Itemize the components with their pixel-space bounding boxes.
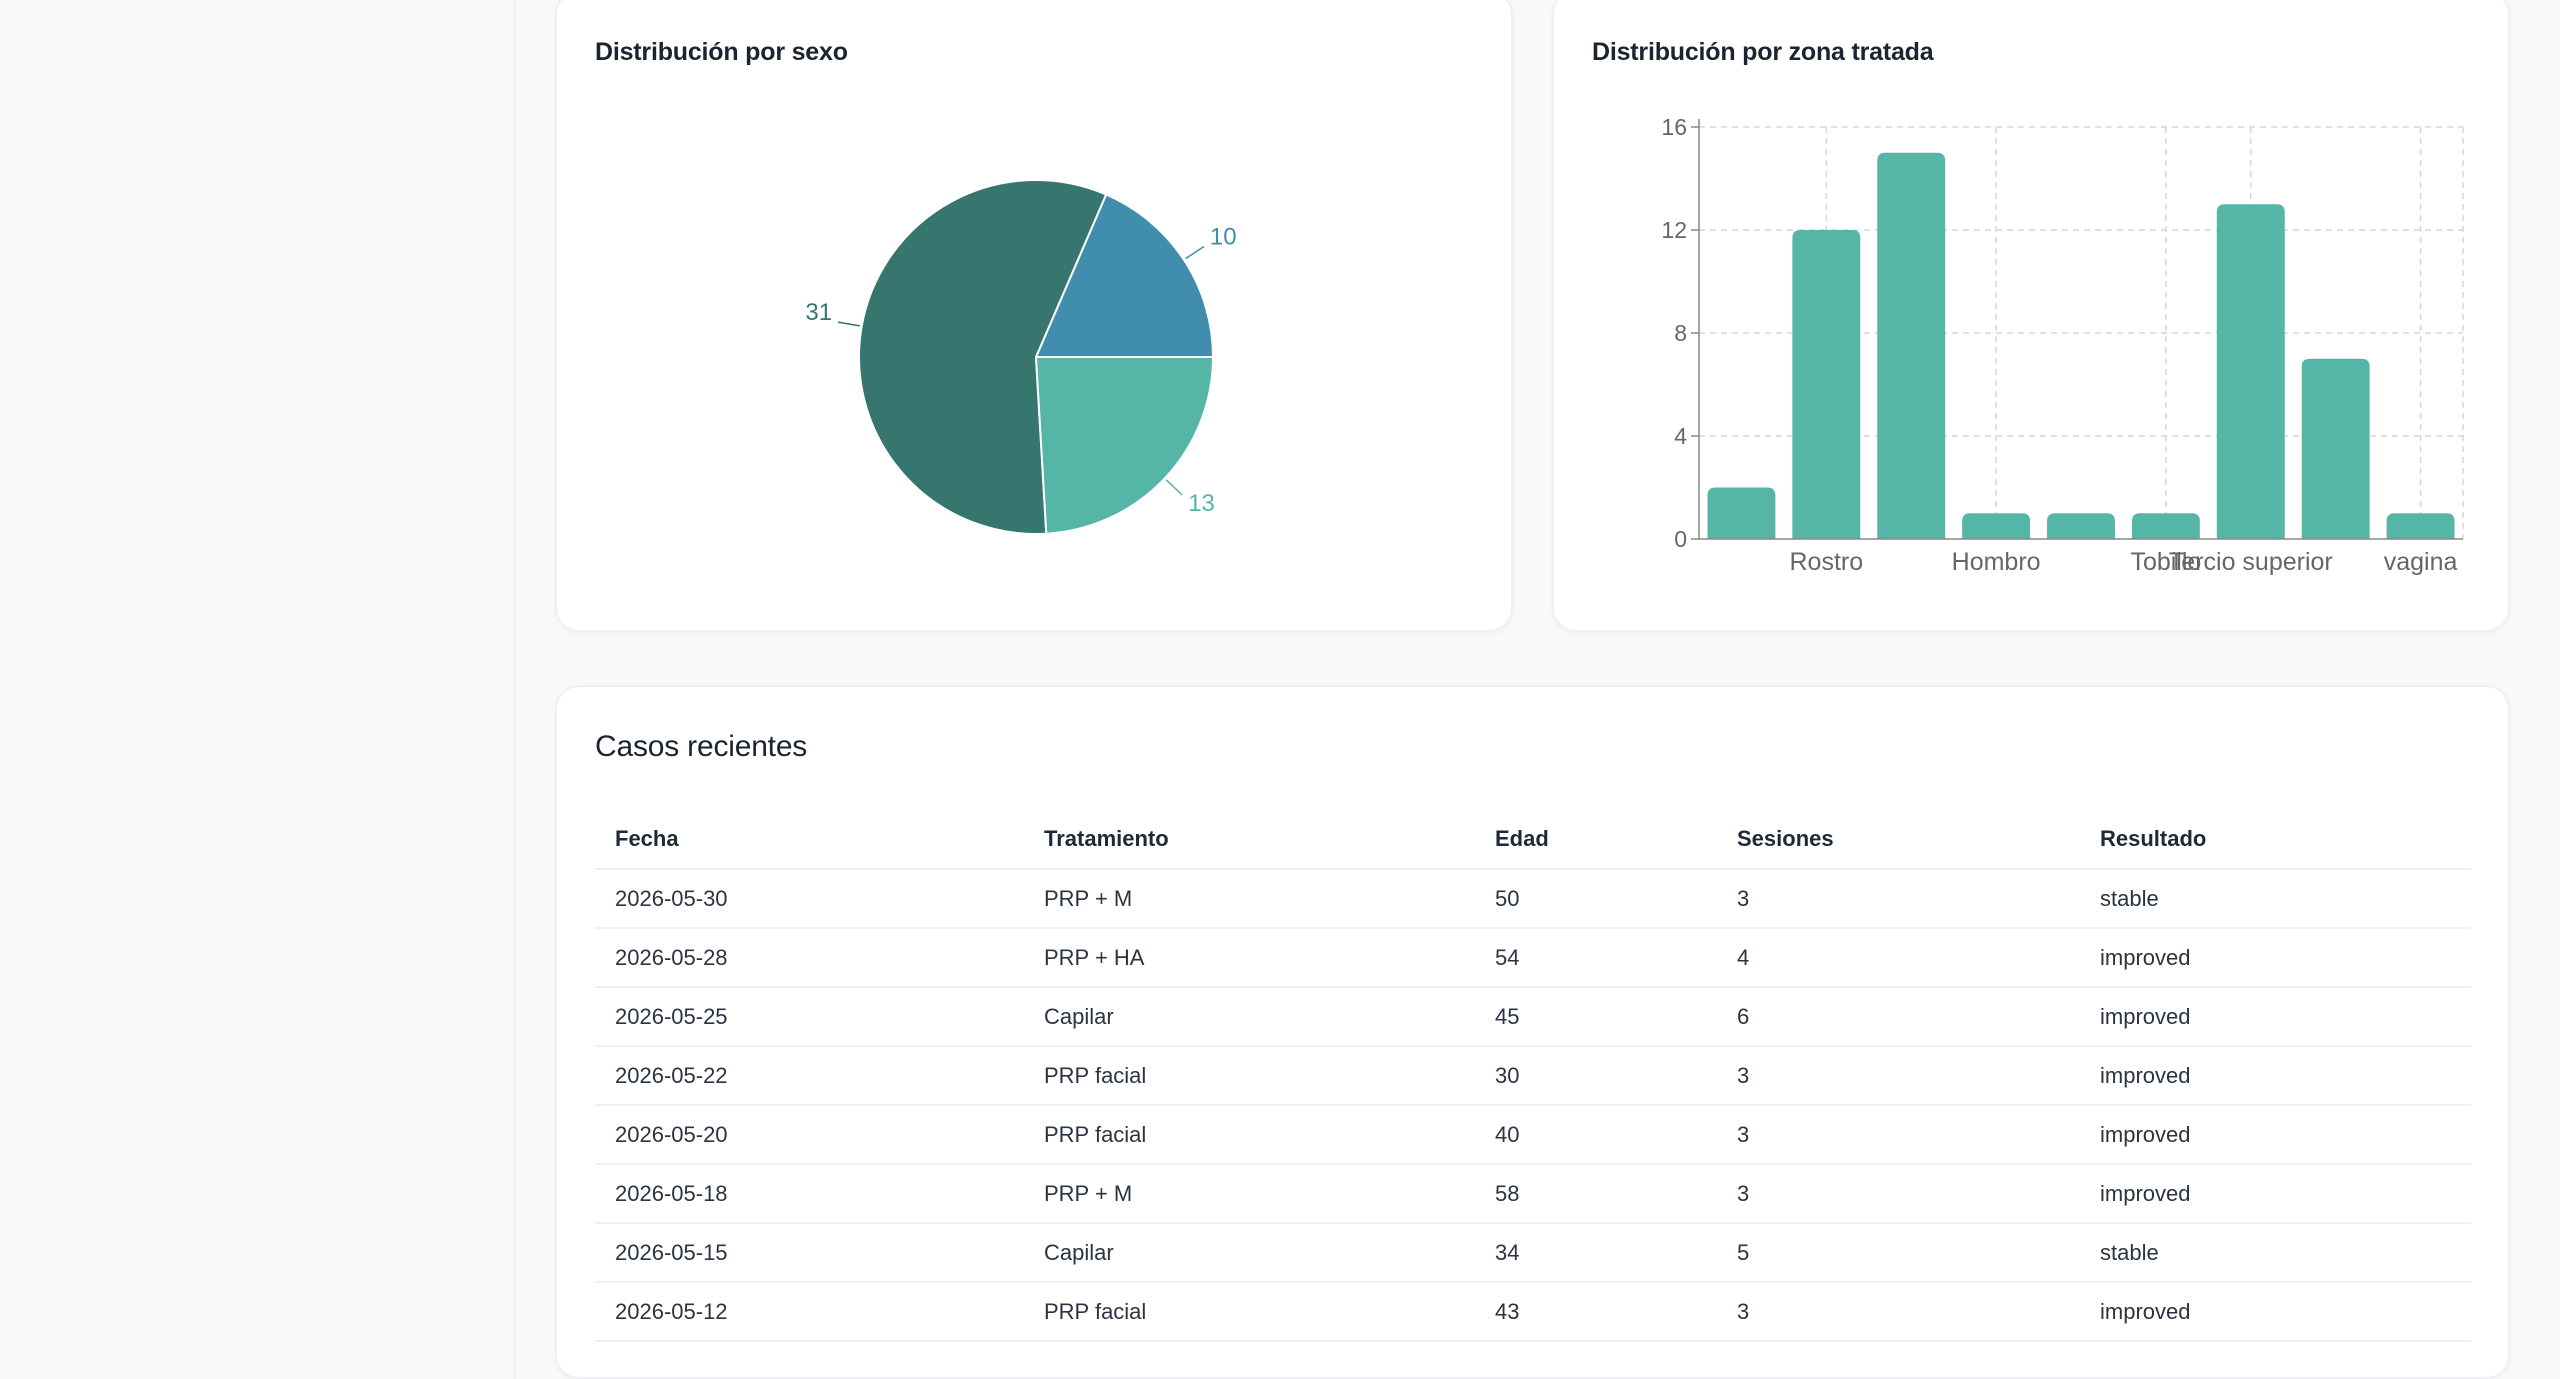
bar[interactable] xyxy=(1792,230,1861,539)
pie-slice[interactable] xyxy=(858,179,1108,535)
casos-recientes-card: Casos recientes Fecha Tratamiento Edad S… xyxy=(555,685,2510,1379)
cell-sesiones: 3 xyxy=(1717,869,2080,929)
sidebar xyxy=(0,0,516,1379)
y-tick-label: 0 xyxy=(1674,526,1687,552)
pie-slice[interactable] xyxy=(1034,356,1215,535)
x-tick-label: Rostro xyxy=(1790,548,1864,576)
bar[interactable] xyxy=(1962,513,2031,539)
cell-resultado: improved xyxy=(2080,1046,2471,1106)
cell-fecha: 2026-05-30 xyxy=(595,869,1024,929)
cell-resultado: improved xyxy=(2080,1105,2471,1165)
cell-fecha: 2026-05-22 xyxy=(595,1046,1024,1106)
cell-fecha: 2026-05-25 xyxy=(595,987,1024,1047)
cell-tratamiento: PRP + M xyxy=(1024,869,1475,929)
sexo-pie-chart: 10 31 13 xyxy=(805,179,1237,535)
cell-tratamiento: PRP + M xyxy=(1024,1164,1475,1224)
cell-sesiones: 5 xyxy=(1717,1223,2080,1283)
table-row[interactable]: 2026-05-12 PRP facial 43 3 improved xyxy=(595,1282,2471,1342)
cell-edad: 40 xyxy=(1475,1105,1717,1165)
table-row[interactable]: 2026-05-18 PRP + M 58 3 improved xyxy=(595,1164,2471,1224)
cell-tratamiento: PRP facial xyxy=(1024,1282,1475,1342)
cell-sesiones: 3 xyxy=(1717,1164,2080,1224)
table-row[interactable]: 2026-05-28 PRP + HA 54 4 improved xyxy=(595,928,2471,988)
cell-tratamiento: PRP facial xyxy=(1024,1105,1475,1165)
casos-recientes-title: Casos recientes xyxy=(595,730,808,763)
sexo-chart-card: Distribución por sexo 10 31 13 xyxy=(555,0,1513,632)
bar[interactable] xyxy=(2301,358,2370,539)
zona-chart-card: Distribución por zona tratada 0 4 8 12 16 Ros… xyxy=(1552,0,2510,632)
cell-fecha: 2026-05-15 xyxy=(595,1223,1024,1283)
casos-table: Fecha Tratamiento Edad Sesiones Resultad… xyxy=(595,810,2471,1342)
pie-data-label: 13 xyxy=(1188,490,1215,517)
header-sesiones[interactable]: Sesiones xyxy=(1717,810,2080,870)
cell-fecha: 2026-05-20 xyxy=(595,1105,1024,1165)
table-row[interactable]: 2026-05-15 Capilar 34 5 stable xyxy=(595,1223,2471,1283)
bar[interactable] xyxy=(2131,513,2200,539)
pie-label-line xyxy=(837,321,860,327)
pie-data-label: 10 xyxy=(1210,224,1237,251)
x-tick-label: Tobillo xyxy=(2130,548,2201,576)
cell-tratamiento: Capilar xyxy=(1024,1223,1475,1283)
pie-label-line xyxy=(1185,245,1205,260)
cell-edad: 43 xyxy=(1475,1282,1717,1342)
bar[interactable] xyxy=(2047,513,2115,539)
cell-fecha: 2026-05-12 xyxy=(595,1282,1024,1342)
bar[interactable] xyxy=(2216,204,2285,539)
y-tick-label: 12 xyxy=(1661,217,1687,243)
y-tick-label: 16 xyxy=(1661,114,1687,140)
bar[interactable] xyxy=(2386,513,2455,539)
header-resultado[interactable]: Resultado xyxy=(2080,810,2471,870)
zona-chart-title: Distribución por zona tratada xyxy=(1592,38,1934,66)
pie-slice[interactable] xyxy=(1034,193,1215,358)
sexo-chart-title: Distribución por sexo xyxy=(595,38,848,66)
x-tick-label: Tercio superior xyxy=(2169,548,2333,576)
header-fecha[interactable]: Fecha xyxy=(595,810,1024,870)
cell-edad: 45 xyxy=(1475,987,1717,1047)
cell-fecha: 2026-05-28 xyxy=(595,928,1024,988)
table-row[interactable]: 2026-05-20 PRP facial 40 3 improved xyxy=(595,1105,2471,1165)
table-row[interactable]: 2026-05-30 PRP + M 50 3 stable xyxy=(595,869,2471,929)
cell-resultado: improved xyxy=(2080,1282,2471,1342)
x-tick-label: vagina xyxy=(2384,548,2458,576)
cell-sesiones: 3 xyxy=(1717,1282,2080,1342)
cell-fecha: 2026-05-18 xyxy=(595,1164,1024,1224)
pie-data-label: 31 xyxy=(805,299,832,326)
bar[interactable] xyxy=(1707,487,1776,540)
cell-tratamiento: Capilar xyxy=(1024,987,1475,1047)
cell-resultado: stable xyxy=(2080,869,2471,929)
cell-edad: 54 xyxy=(1475,928,1717,988)
pie-label-line xyxy=(1165,479,1183,496)
table-row[interactable]: 2026-05-22 PRP facial 30 3 improved xyxy=(595,1046,2471,1106)
cell-edad: 30 xyxy=(1475,1046,1717,1106)
header-tratamiento[interactable]: Tratamiento xyxy=(1024,810,1475,870)
cell-sesiones: 3 xyxy=(1717,1046,2080,1106)
table-row[interactable]: 2026-05-25 Capilar 45 6 improved xyxy=(595,987,2471,1047)
y-tick-label: 4 xyxy=(1674,423,1687,449)
table-header-row: Fecha Tratamiento Edad Sesiones Resultad… xyxy=(595,810,2471,870)
cell-resultado: improved xyxy=(2080,1164,2471,1224)
cell-sesiones: 6 xyxy=(1717,987,2080,1047)
y-tick-label: 8 xyxy=(1674,320,1687,346)
cell-edad: 50 xyxy=(1475,869,1717,929)
cell-sesiones: 4 xyxy=(1717,928,2080,988)
cell-edad: 34 xyxy=(1475,1223,1717,1283)
cell-resultado: stable xyxy=(2080,1223,2471,1283)
cell-resultado: improved xyxy=(2080,987,2471,1047)
x-tick-label: Hombro xyxy=(1952,548,2041,576)
cell-tratamiento: PRP facial xyxy=(1024,1046,1475,1106)
cell-tratamiento: PRP + HA xyxy=(1024,928,1475,988)
cell-sesiones: 3 xyxy=(1717,1105,2080,1165)
cell-edad: 58 xyxy=(1475,1164,1717,1224)
cell-resultado: improved xyxy=(2080,928,2471,988)
bar[interactable] xyxy=(1877,152,1946,539)
header-edad[interactable]: Edad xyxy=(1475,810,1717,870)
